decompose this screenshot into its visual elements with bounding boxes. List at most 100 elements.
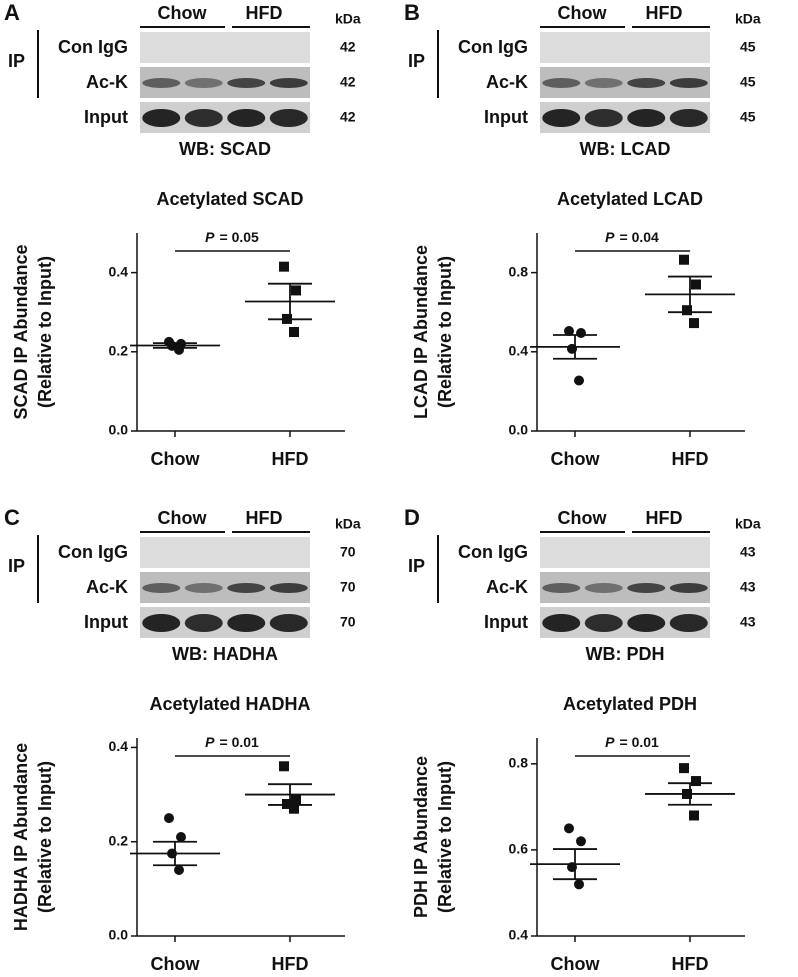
data-point bbox=[564, 326, 574, 337]
y-tick-label: 0.2 bbox=[109, 832, 129, 848]
data-point bbox=[576, 836, 586, 847]
blot-band bbox=[227, 614, 266, 632]
kda-value: 70 bbox=[340, 614, 356, 630]
row-label: Input bbox=[84, 612, 128, 632]
data-point bbox=[279, 761, 289, 772]
group-label: HFD bbox=[646, 3, 683, 23]
blot-band bbox=[542, 78, 581, 88]
error-bar bbox=[153, 342, 197, 349]
kda-unit: kDa bbox=[735, 516, 761, 532]
data-point bbox=[176, 832, 186, 842]
error-bar bbox=[268, 783, 312, 806]
blot-band bbox=[227, 583, 266, 593]
y-axis-label: PDH IP Abundance bbox=[411, 756, 431, 918]
data-point bbox=[689, 810, 699, 821]
kda-value: 70 bbox=[340, 579, 356, 595]
kda-unit: kDa bbox=[335, 516, 361, 532]
error-bar bbox=[553, 848, 597, 881]
blot-band bbox=[142, 614, 181, 632]
x-tick-label: Chow bbox=[551, 954, 601, 974]
kda-value: 45 bbox=[740, 74, 756, 90]
kda-value: 43 bbox=[740, 614, 756, 630]
blot-band bbox=[269, 583, 308, 593]
row-label: Input bbox=[84, 107, 128, 127]
blot-band bbox=[184, 583, 223, 593]
row-label: Ac-K bbox=[86, 72, 128, 92]
x-tick-label: HFD bbox=[272, 449, 309, 469]
blot-strip bbox=[140, 537, 310, 568]
error-bar bbox=[553, 334, 597, 360]
p-value: P = 0.01 bbox=[605, 734, 659, 750]
y-tick-label: 0.4 bbox=[109, 263, 129, 279]
blot-caption: WB: LCAD bbox=[580, 139, 671, 159]
blot-band bbox=[542, 583, 581, 593]
error-bar bbox=[668, 782, 712, 806]
kda-unit: kDa bbox=[335, 11, 361, 27]
y-axis-label: (Relative to Input) bbox=[435, 761, 455, 913]
blot-caption: WB: HADHA bbox=[172, 644, 278, 664]
data-point bbox=[174, 865, 184, 875]
blot-strip bbox=[540, 32, 710, 63]
blot-band bbox=[142, 583, 181, 593]
row-label: Ac-K bbox=[86, 577, 128, 597]
data-point bbox=[679, 763, 689, 774]
y-tick-label: 0.4 bbox=[109, 738, 129, 754]
group-label: Chow bbox=[158, 508, 208, 528]
blot-band bbox=[627, 614, 666, 632]
y-tick-label: 0.4 bbox=[509, 927, 529, 943]
y-tick-label: 0.8 bbox=[509, 263, 529, 279]
data-point bbox=[679, 254, 689, 265]
y-axis-label: LCAD IP Abundance bbox=[411, 245, 431, 419]
ip-label: IP bbox=[408, 51, 425, 71]
x-tick-label: HFD bbox=[672, 954, 709, 974]
kda-value: 42 bbox=[340, 109, 356, 125]
data-point bbox=[682, 305, 692, 316]
y-axis-label: SCAD IP Abundance bbox=[11, 244, 31, 419]
p-symbol: P bbox=[205, 229, 215, 245]
blot-band bbox=[142, 109, 181, 127]
kda-value: 70 bbox=[340, 544, 356, 560]
panel-letter: A bbox=[4, 0, 20, 25]
blot-band bbox=[584, 109, 623, 127]
group-label: HFD bbox=[646, 508, 683, 528]
group-label: HFD bbox=[246, 508, 283, 528]
chart-title: Acetylated LCAD bbox=[557, 189, 703, 209]
kda-unit: kDa bbox=[735, 11, 761, 27]
panel-letter: B bbox=[404, 0, 420, 25]
kda-value: 45 bbox=[740, 109, 756, 125]
blot-strip bbox=[140, 32, 310, 63]
panel: A Chow HFD kDa IP Con IgG 42 Ac-K 42 Input 42 WB: S… bbox=[4, 0, 361, 469]
x-tick-label: Chow bbox=[551, 449, 601, 469]
p-text: = 0.04 bbox=[620, 229, 660, 245]
row-label: Con IgG bbox=[58, 37, 128, 57]
blot-caption: WB: SCAD bbox=[179, 139, 271, 159]
panel: B Chow HFD kDa IP Con IgG 45 Ac-K 45 Input 45 WB: L… bbox=[404, 0, 761, 469]
chart-title: Acetylated SCAD bbox=[156, 189, 303, 209]
data-point bbox=[689, 318, 699, 329]
y-tick-label: 0.0 bbox=[509, 422, 529, 438]
row-label: Input bbox=[484, 612, 528, 632]
group-label: Chow bbox=[158, 3, 208, 23]
error-bar bbox=[668, 275, 712, 314]
ip-label: IP bbox=[8, 556, 25, 576]
error-bar bbox=[153, 840, 197, 867]
row-label: Ac-K bbox=[486, 577, 528, 597]
blot-band bbox=[669, 78, 708, 88]
group-label: Chow bbox=[558, 3, 608, 23]
blot-band bbox=[669, 614, 708, 632]
blot-band bbox=[542, 614, 581, 632]
ip-label: IP bbox=[8, 51, 25, 71]
blot-band bbox=[584, 583, 623, 593]
blot-band bbox=[142, 78, 181, 88]
data-point bbox=[289, 803, 299, 814]
blot-band bbox=[627, 78, 666, 88]
data-point bbox=[691, 776, 701, 787]
blot-band bbox=[627, 583, 666, 593]
chart-title: Acetylated PDH bbox=[563, 694, 697, 714]
ip-label: IP bbox=[408, 556, 425, 576]
blot-band bbox=[269, 78, 308, 88]
kda-value: 45 bbox=[740, 39, 756, 55]
row-label: Input bbox=[484, 107, 528, 127]
p-value: P = 0.01 bbox=[205, 734, 259, 750]
